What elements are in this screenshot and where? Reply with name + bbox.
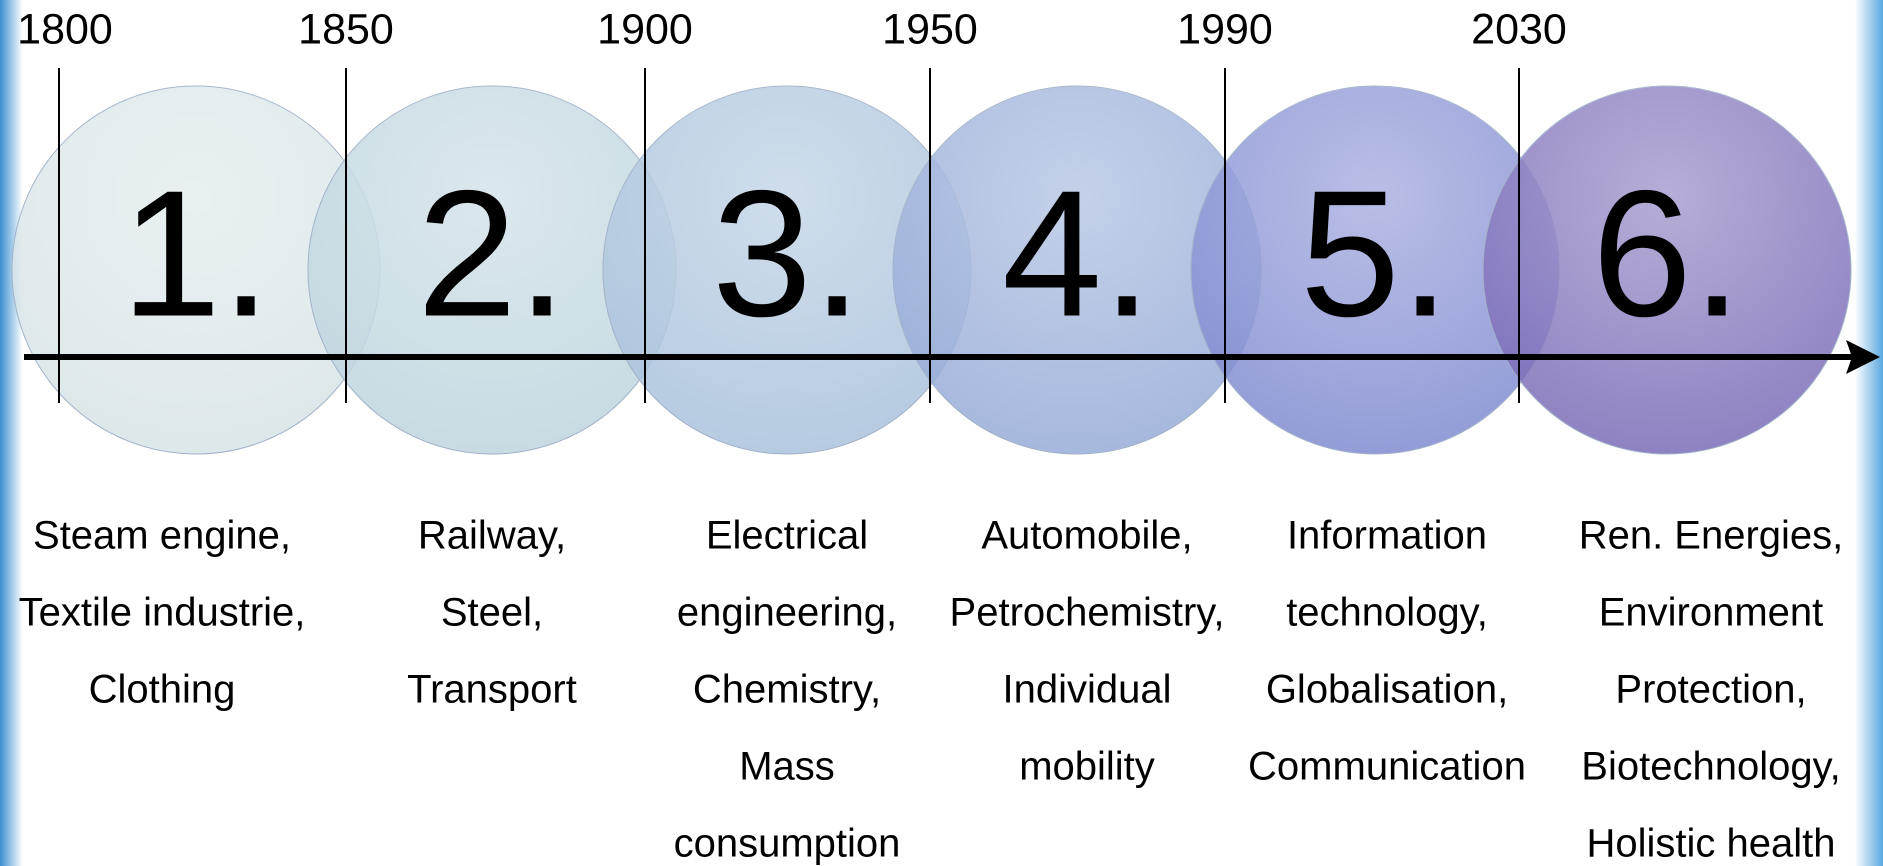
wave-description: Ren. Energies, — [1579, 514, 1844, 558]
wave-description: Railway, — [418, 514, 566, 558]
year-label: 1900 — [597, 5, 693, 53]
wave-shine — [603, 86, 971, 454]
wave-description: Chemistry, — [693, 668, 881, 712]
wave-shine — [893, 86, 1261, 454]
year-label: 1800 — [17, 5, 113, 53]
wave-description: Protection, — [1615, 668, 1806, 712]
year-label: 1850 — [298, 5, 394, 53]
wave-description: Globalisation, — [1266, 668, 1508, 712]
year-label: 1990 — [1177, 5, 1273, 53]
wave-shine — [12, 86, 380, 454]
wave-description: Steel, — [441, 591, 543, 635]
wave-number: 5. — [1300, 154, 1450, 355]
axis-arrow — [1846, 340, 1880, 374]
year-lines — [58, 68, 1520, 403]
wave-number: 1. — [121, 154, 271, 355]
wave-description: Transport — [407, 668, 577, 712]
wave-description: Information — [1287, 514, 1487, 558]
wave-number: 3. — [712, 154, 862, 355]
wave-description: mobility — [1019, 745, 1155, 789]
wave-number: 4. — [1002, 154, 1152, 355]
labels: 1800 1850 1900 1950 1990 2030 1. Steam engine, T… — [17, 5, 1843, 865]
wave-shine — [308, 86, 676, 454]
wave-description: Electrical — [706, 514, 868, 558]
wave-number: 6. — [1592, 154, 1742, 355]
wave-description: technology, — [1286, 591, 1488, 635]
wave-description: Communication — [1248, 745, 1526, 789]
wave-description: Automobile, — [981, 514, 1192, 558]
wave-description: Textile industrie, — [19, 591, 306, 635]
wave-description: engineering, — [677, 591, 897, 635]
wave-description: Mass — [739, 745, 835, 789]
wave-description: Petrochemistry, — [950, 591, 1225, 635]
wave-description: Biotechnology, — [1581, 745, 1840, 789]
wave-circles — [11, 85, 1852, 455]
wave-number: 2. — [417, 154, 567, 355]
year-label: 2030 — [1471, 5, 1567, 53]
wave-description: consumption — [674, 822, 901, 866]
year-label: 1950 — [882, 5, 978, 53]
wave-description: Clothing — [89, 668, 236, 712]
wave-shine — [1191, 86, 1559, 454]
wave-shine — [1483, 86, 1851, 454]
wave-description: Environment — [1599, 591, 1824, 635]
wave-description: Steam engine, — [33, 514, 291, 558]
wave-description: Holistic health — [1586, 822, 1835, 866]
wave-description: Individual — [1002, 668, 1171, 712]
